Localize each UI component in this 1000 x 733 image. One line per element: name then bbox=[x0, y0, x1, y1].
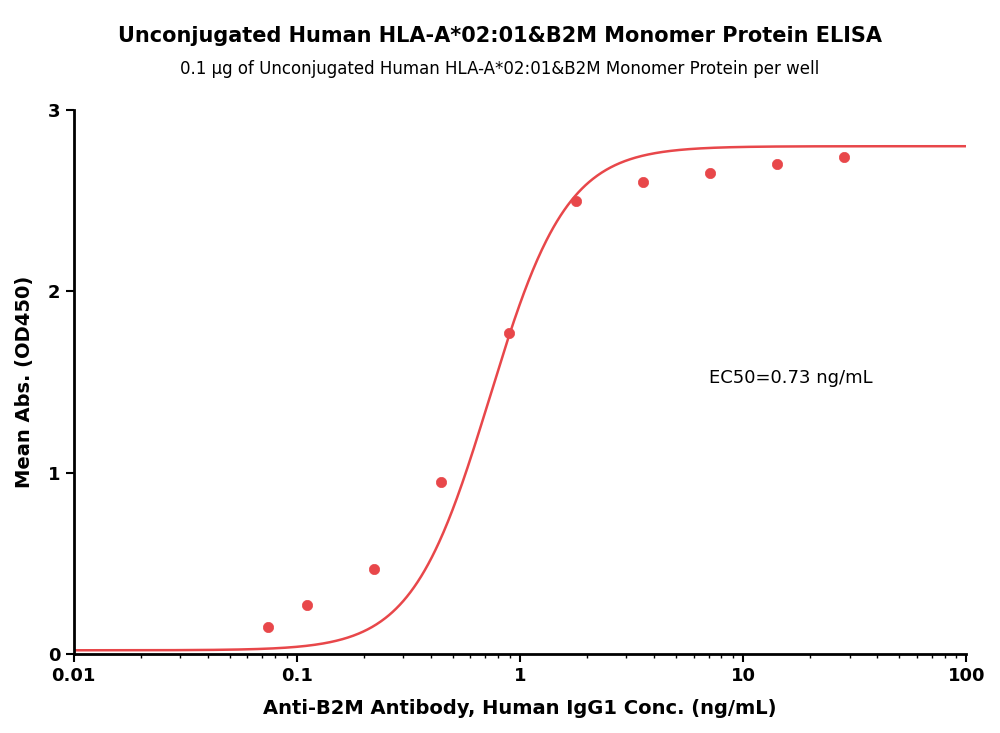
Text: Unconjugated Human HLA-A*02:01&B2M Monomer Protein ELISA: Unconjugated Human HLA-A*02:01&B2M Monom… bbox=[118, 26, 882, 45]
Point bbox=[568, 195, 584, 207]
Point bbox=[501, 327, 517, 339]
Point bbox=[433, 476, 449, 487]
Point bbox=[260, 621, 276, 633]
Point bbox=[769, 158, 785, 170]
Point bbox=[299, 599, 315, 611]
X-axis label: Anti-B2M Antibody, Human IgG1 Conc. (ng/mL): Anti-B2M Antibody, Human IgG1 Conc. (ng/… bbox=[263, 699, 777, 718]
Text: 0.1 μg of Unconjugated Human HLA-A*02:01&B2M Monomer Protein per well: 0.1 μg of Unconjugated Human HLA-A*02:01… bbox=[180, 60, 820, 78]
Point bbox=[702, 168, 718, 180]
Y-axis label: Mean Abs. (OD450): Mean Abs. (OD450) bbox=[15, 276, 34, 488]
Point bbox=[836, 151, 852, 163]
Point bbox=[366, 563, 382, 575]
Text: EC50=0.73 ng/mL: EC50=0.73 ng/mL bbox=[709, 369, 872, 387]
Point bbox=[635, 177, 651, 188]
